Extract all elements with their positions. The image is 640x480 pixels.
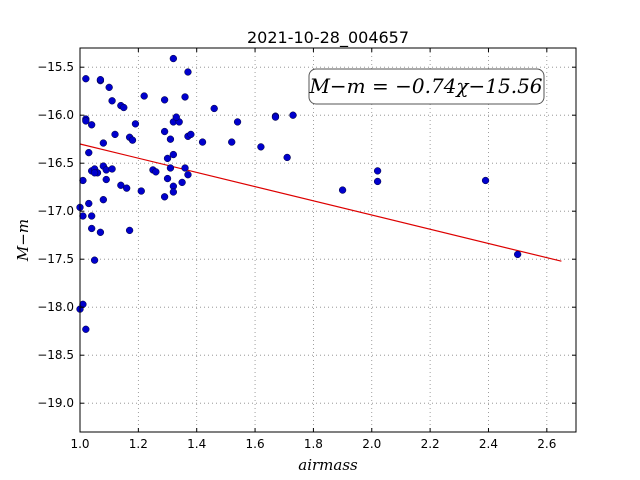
data-point <box>160 193 169 201</box>
x-tick-label: 2.2 <box>421 437 440 451</box>
y-tick-label: −17.5 <box>37 252 74 266</box>
y-tick-label: −18.5 <box>37 348 74 362</box>
chart-title: 2021-10-28_004657 <box>247 28 409 48</box>
data-point <box>169 54 178 63</box>
x-tick-label: 1.8 <box>304 437 323 451</box>
data-point <box>160 127 169 136</box>
data-point <box>163 174 172 183</box>
data-point <box>88 121 96 129</box>
x-tick-label: 1.0 <box>70 437 89 451</box>
data-point <box>210 104 218 113</box>
data-point <box>184 171 192 179</box>
data-point <box>181 93 189 101</box>
x-tick-label: 2.6 <box>537 437 556 451</box>
data-point <box>105 83 113 92</box>
data-point <box>82 117 90 125</box>
data-point <box>90 256 99 264</box>
data-point <box>228 138 236 146</box>
data-point <box>128 136 137 144</box>
y-axis-label: M−m <box>14 219 32 262</box>
data-point <box>172 113 180 121</box>
data-point <box>96 228 105 236</box>
y-tick-label: −18.0 <box>37 300 74 314</box>
data-point <box>79 176 87 185</box>
plot-frame <box>79 47 577 433</box>
data-point <box>166 164 175 172</box>
data-point <box>123 184 131 192</box>
data-point <box>257 143 265 151</box>
x-axis-label: airmass <box>298 456 358 474</box>
data-point <box>178 178 186 187</box>
y-tick-label: −16.0 <box>37 108 74 122</box>
x-tick-label: 2.4 <box>479 437 498 451</box>
data-point <box>373 177 382 186</box>
data-point <box>79 212 87 220</box>
data-point <box>338 186 347 194</box>
data-point <box>88 212 96 220</box>
data-point <box>233 118 242 126</box>
data-point <box>169 188 178 196</box>
fit-equation: M−m = −0.74χ−15.56 <box>308 74 542 98</box>
y-tick-label: −16.5 <box>37 156 74 170</box>
data-point <box>137 187 145 195</box>
data-point <box>117 181 125 189</box>
data-point <box>184 68 192 76</box>
fit-line <box>79 143 562 262</box>
data-point <box>96 76 105 84</box>
fit-line-group <box>79 143 562 262</box>
x-tick-label: 1.4 <box>187 437 206 451</box>
y-tick-label: −17.0 <box>37 204 74 218</box>
data-point <box>140 92 148 100</box>
data-point <box>82 325 90 333</box>
data-point <box>289 111 297 119</box>
data-point <box>88 224 96 233</box>
data-point <box>82 75 90 83</box>
data-point <box>125 226 134 235</box>
data-point <box>166 135 175 143</box>
data-point <box>108 165 116 173</box>
data-point <box>271 113 280 121</box>
data-point <box>160 96 169 104</box>
grid <box>79 48 576 432</box>
data-point <box>85 199 93 208</box>
data-point <box>131 120 140 128</box>
data-point <box>90 169 99 177</box>
data-point <box>163 154 172 163</box>
data-point <box>102 175 110 184</box>
x-tick-label: 2.0 <box>362 437 381 451</box>
axis-ticks: 1.0 1.2 1.4 1.6 1.8 2.0 2.2 2.4 2.6 −15.5 −16.0 −16… <box>37 48 576 451</box>
data-point <box>187 130 195 139</box>
data-point <box>181 164 189 172</box>
data-point <box>111 130 119 139</box>
x-tick-label: 1.2 <box>129 437 148 451</box>
data-point <box>120 103 128 112</box>
data-point <box>283 153 291 162</box>
data-point <box>99 139 107 147</box>
y-tick-label: −15.5 <box>37 60 74 74</box>
data-point <box>481 176 490 185</box>
x-tick-label: 1.6 <box>246 437 265 451</box>
data-point <box>85 148 93 157</box>
data-point <box>169 150 178 159</box>
data-point <box>198 138 207 146</box>
data-points <box>76 54 522 333</box>
data-point <box>373 167 382 175</box>
annotation-box <box>308 68 545 105</box>
data-point <box>108 97 116 105</box>
data-point <box>99 196 107 204</box>
data-point <box>152 168 160 176</box>
y-tick-label: −19.0 <box>37 396 74 410</box>
fit-equation-box: M−m = −0.74χ−15.56 <box>308 68 545 105</box>
data-point <box>513 250 522 259</box>
